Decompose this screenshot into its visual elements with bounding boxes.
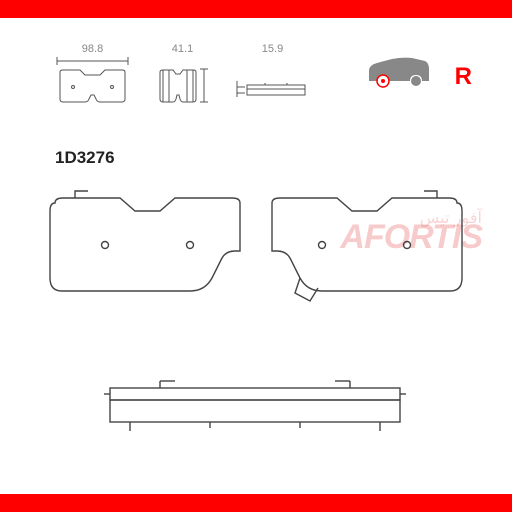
- diagram-frame: 98.8 41.1: [0, 0, 512, 512]
- part-number: 1D3276: [55, 148, 115, 168]
- car-silhouette-icon: [367, 53, 432, 93]
- dim-width-value: 98.8: [55, 43, 130, 55]
- dim-thickness-group: 15.9: [235, 43, 310, 107]
- dim-height-value: 41.1: [155, 43, 210, 55]
- dim-height-group: 41.1: [155, 43, 210, 107]
- dim-thickness-value: 15.9: [235, 43, 310, 55]
- rear-position-indicator: R: [455, 63, 472, 91]
- small-front-view: [55, 57, 130, 107]
- dim-width-group: 98.8: [55, 43, 130, 107]
- bottom-profile-view: [100, 373, 410, 443]
- small-top-view: [235, 57, 310, 107]
- dimension-row: 98.8 41.1: [0, 43, 512, 118]
- small-side-view: [155, 57, 210, 107]
- main-front-view: [40, 183, 472, 313]
